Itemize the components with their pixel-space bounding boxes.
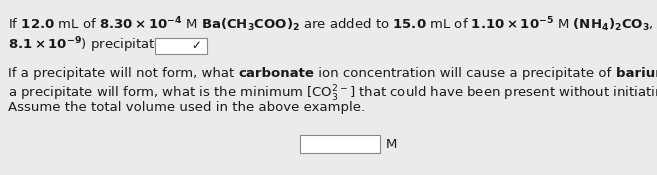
FancyBboxPatch shape [300,135,380,153]
Text: Assume the total volume used in the above example.: Assume the total volume used in the abov… [8,101,365,114]
Text: $\mathbf{8.1\times10^{-9}}$) precipitate?: $\mathbf{8.1\times10^{-9}}$) precipitate… [8,35,170,55]
Text: barium carbonate: barium carbonate [616,67,657,80]
Text: a precipitate will form, what is the minimum $[\mathrm{CO_3^{2-}}]$ that could h: a precipitate will form, what is the min… [8,84,657,104]
Text: carbonate: carbonate [238,67,315,80]
Text: M: M [386,138,397,150]
Text: ✓: ✓ [191,40,201,52]
Text: If $\mathbf{12.0}$ mL of $\mathbf{8.30\times10^{-4}}$ M $\mathbf{Ba(CH_3COO)_2}$: If $\mathbf{12.0}$ mL of $\mathbf{8.30\t… [8,15,657,36]
FancyBboxPatch shape [155,38,207,54]
Text: If a precipitate will not form, what: If a precipitate will not form, what [8,67,238,80]
Text: ion concentration will cause a precipitate of: ion concentration will cause a precipita… [315,67,616,80]
